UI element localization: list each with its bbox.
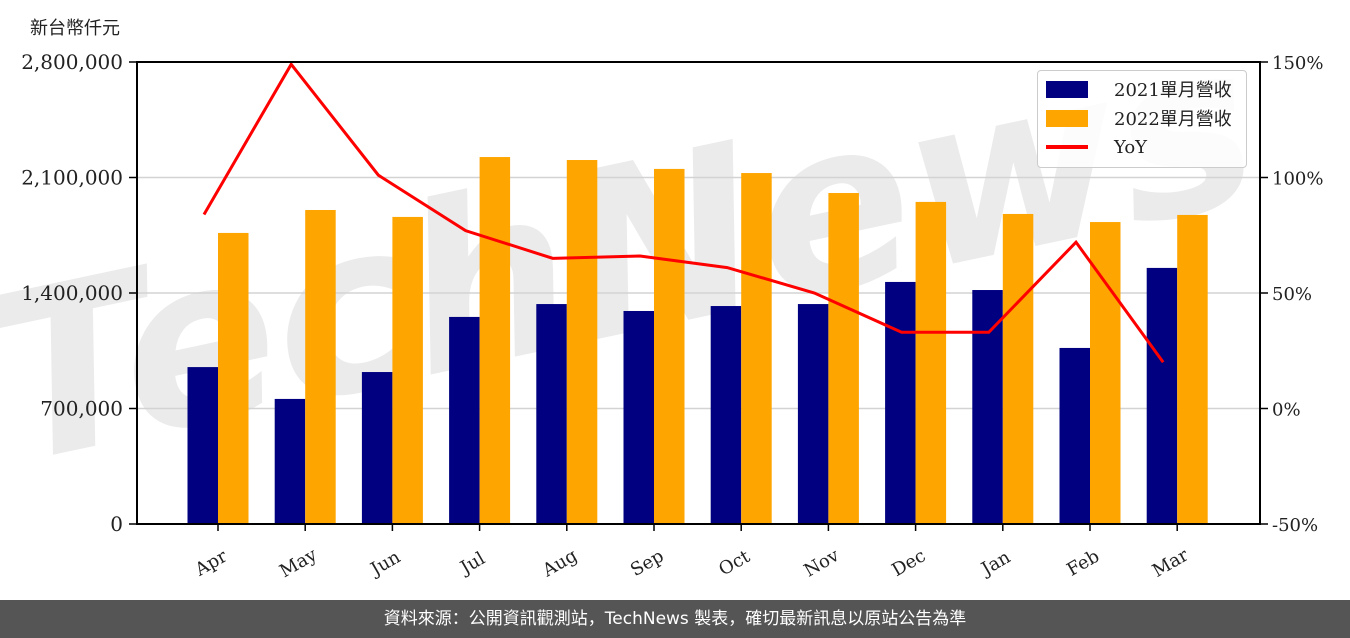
legend-item-yoy: YoY [1046, 134, 1147, 160]
x-tick-label-jan: Jan [976, 547, 1014, 581]
bar-2021-sep [623, 310, 654, 524]
y-tick-label: 1,400,000 [21, 281, 123, 305]
bar-2022-jun [392, 216, 423, 524]
x-tick-label-mar: Mar [1149, 545, 1193, 582]
y2-tick-label: 100% [1272, 169, 1323, 190]
x-tick-label-aug: Aug [538, 545, 581, 582]
bar-2021-mar [1146, 267, 1178, 524]
x-tick-label-sep: Sep [627, 546, 667, 581]
x-tick-label-oct: Oct [715, 546, 754, 581]
bar-2021-oct [710, 306, 742, 524]
bar-2021-nov [797, 304, 829, 524]
x-axis-ticks: Apr May Jun Jul Aug Sep Oct Nov Dec Jan Feb Mar [191, 524, 1193, 582]
bar-2022-oct [741, 173, 772, 525]
legend-label-2022: 2022單月營收 [1114, 109, 1232, 130]
legend-label-2021: 2021單月營收 [1114, 80, 1232, 101]
bar-2021-apr [187, 367, 218, 524]
yoy-line-series [202, 61, 1165, 364]
bar-2022-aug [566, 160, 598, 524]
bar-2021-aug [536, 304, 567, 524]
bar-2022-mar [1177, 214, 1208, 524]
bar-2022-apr [218, 232, 249, 524]
legend-item-2022: 2022單月營收 [1046, 105, 1232, 131]
bar-2021-feb [1059, 347, 1090, 524]
y-axis-unit-label: 新台幣仟元 [30, 18, 120, 39]
bar-2022-dec [915, 201, 947, 525]
source-footer: 資料來源：公開資訊觀測站，TechNews 製表，確切最新訊息以原站公告為準 [0, 600, 1350, 638]
left-y-axis-ticks: 0 700,000 1,400,000 2,100,000 2,800,000 [21, 50, 137, 536]
legend-swatch-2021 [1046, 80, 1088, 98]
legend-swatch-2022 [1046, 109, 1088, 127]
x-tick-label-apr: Apr [191, 546, 231, 581]
legend-label-yoy: YoY [1114, 136, 1148, 158]
legend: 2021單月營收 2022單月營收 YoY [1037, 70, 1247, 168]
legend-item-2021: 2021單月營收 [1046, 76, 1232, 102]
y-tick-label: 2,800,000 [21, 50, 123, 74]
right-y-axis-ticks: -50% 0% 50% 100% 150% [1260, 53, 1323, 536]
x-tick-label-may: May [276, 544, 321, 582]
bar-2022-nov [828, 193, 859, 524]
y2-tick-label: 50% [1272, 284, 1312, 305]
y2-tick-label: -50% [1272, 515, 1318, 536]
bar-2021-dec [885, 281, 916, 524]
bar-2021-jan [972, 290, 1003, 524]
bar-2021-jul [449, 316, 480, 524]
bar-2021-may [274, 398, 306, 524]
x-tick-label-dec: Dec [888, 545, 929, 581]
y2-tick-label: 150% [1272, 53, 1323, 74]
bar-series [187, 157, 1208, 525]
bar-2022-may [305, 210, 336, 524]
x-tick-label-nov: Nov [800, 545, 843, 582]
y2-tick-label: 0% [1272, 400, 1301, 421]
x-tick-label-jun: Jun [366, 546, 405, 581]
bar-2022-jul [479, 157, 511, 525]
yoy-line [202, 61, 1165, 364]
bar-2021-jun [361, 372, 393, 524]
y-tick-label: 0 [110, 512, 123, 536]
x-tick-label-jul: Jul [455, 548, 489, 580]
x-tick-label-feb: Feb [1063, 546, 1103, 581]
bar-2022-sep [654, 168, 685, 525]
y-tick-label: 2,100,000 [21, 166, 123, 190]
y-tick-label: 700,000 [40, 397, 123, 421]
legend-line-yoy [1046, 145, 1088, 149]
bar-2022-jan [1002, 213, 1034, 524]
bar-2022-feb [1090, 222, 1121, 525]
